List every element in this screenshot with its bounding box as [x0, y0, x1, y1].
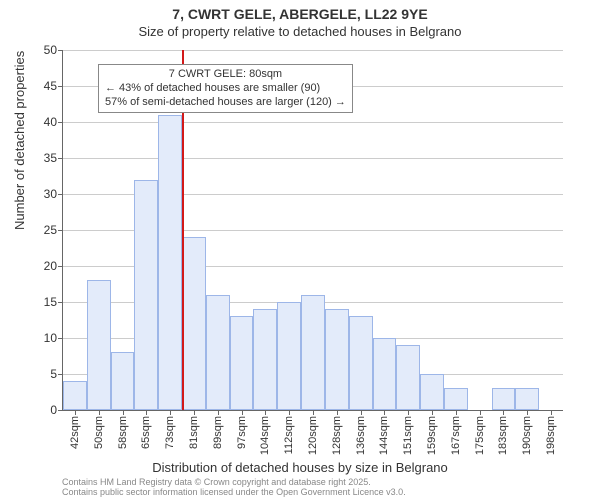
- histogram-bar: [206, 295, 230, 410]
- xtick-mark: [527, 410, 528, 415]
- xtick-label: 159sqm: [426, 416, 438, 455]
- ytick-label: 35: [44, 151, 57, 165]
- xtick-label: 144sqm: [378, 416, 390, 455]
- chart-title-line2: Size of property relative to detached ho…: [0, 24, 600, 39]
- xtick-mark: [337, 410, 338, 415]
- ytick-mark: [58, 410, 63, 411]
- xtick-label: 73sqm: [164, 416, 176, 449]
- plot-area: 7 CWRT GELE: 80sqm ← 43% of detached hou…: [62, 50, 563, 411]
- xtick-mark: [384, 410, 385, 415]
- xtick-mark: [289, 410, 290, 415]
- xtick-label: 167sqm: [450, 416, 462, 455]
- xtick-label: 81sqm: [188, 416, 200, 449]
- histogram-bar: [253, 309, 277, 410]
- ytick-label: 15: [44, 295, 57, 309]
- ytick-label: 20: [44, 259, 57, 273]
- xtick-mark: [432, 410, 433, 415]
- xtick-label: 58sqm: [117, 416, 129, 449]
- histogram-bar: [230, 316, 254, 410]
- x-axis-label: Distribution of detached houses by size …: [0, 460, 600, 475]
- annotation-line3: 57% of semi-detached houses are larger (…: [105, 96, 346, 110]
- xtick-mark: [551, 410, 552, 415]
- xtick-mark: [194, 410, 195, 415]
- ytick-label: 0: [50, 403, 57, 417]
- histogram-bar: [158, 115, 182, 410]
- ytick-label: 30: [44, 187, 57, 201]
- ytick-label: 45: [44, 79, 57, 93]
- xtick-label: 104sqm: [259, 416, 271, 455]
- histogram-bar: [373, 338, 397, 410]
- xtick-mark: [75, 410, 76, 415]
- y-axis-label: Number of detached properties: [12, 51, 27, 230]
- histogram-bar: [111, 352, 135, 410]
- xtick-label: 89sqm: [212, 416, 224, 449]
- ytick-label: 50: [44, 43, 57, 57]
- histogram-bar: [277, 302, 301, 410]
- xtick-label: 128sqm: [331, 416, 343, 455]
- xtick-label: 120sqm: [307, 416, 319, 455]
- ytick-label: 5: [50, 367, 57, 381]
- xtick-label: 136sqm: [355, 416, 367, 455]
- annotation-line2: ← 43% of detached houses are smaller (90…: [105, 82, 346, 96]
- xtick-label: 50sqm: [93, 416, 105, 449]
- chart-title-block: 7, CWRT GELE, ABERGELE, LL22 9YE Size of…: [0, 0, 600, 39]
- xtick-label: 42sqm: [69, 416, 81, 449]
- xtick-mark: [503, 410, 504, 415]
- histogram-chart: 7, CWRT GELE, ABERGELE, LL22 9YE Size of…: [0, 0, 600, 500]
- histogram-bar: [396, 345, 420, 410]
- xtick-mark: [123, 410, 124, 415]
- histogram-bar: [325, 309, 349, 410]
- xtick-label: 97sqm: [236, 416, 248, 449]
- xtick-mark: [408, 410, 409, 415]
- xtick-mark: [313, 410, 314, 415]
- annotation-line1: 7 CWRT GELE: 80sqm: [105, 68, 346, 82]
- xtick-mark: [480, 410, 481, 415]
- histogram-bar: [420, 374, 444, 410]
- xtick-label: 183sqm: [497, 416, 509, 455]
- xtick-mark: [170, 410, 171, 415]
- attribution-block: Contains HM Land Registry data © Crown c…: [62, 478, 406, 498]
- ytick-label: 40: [44, 115, 57, 129]
- xtick-mark: [218, 410, 219, 415]
- annotation-box: 7 CWRT GELE: 80sqm ← 43% of detached hou…: [98, 64, 353, 113]
- attribution-line2: Contains public sector information licen…: [62, 488, 406, 498]
- ytick-label: 10: [44, 331, 57, 345]
- histogram-bar: [444, 388, 468, 410]
- xtick-label: 175sqm: [474, 416, 486, 455]
- histogram-bar: [182, 237, 206, 410]
- xtick-mark: [456, 410, 457, 415]
- xtick-mark: [265, 410, 266, 415]
- xtick-mark: [146, 410, 147, 415]
- xtick-label: 190sqm: [521, 416, 533, 455]
- ytick-label: 25: [44, 223, 57, 237]
- chart-title-line1: 7, CWRT GELE, ABERGELE, LL22 9YE: [0, 6, 600, 22]
- histogram-bar: [301, 295, 325, 410]
- histogram-bar: [87, 280, 111, 410]
- xtick-label: 65sqm: [140, 416, 152, 449]
- histogram-bar: [349, 316, 373, 410]
- xtick-label: 112sqm: [283, 416, 295, 454]
- histogram-bar: [63, 381, 87, 410]
- xtick-mark: [99, 410, 100, 415]
- histogram-bar: [515, 388, 539, 410]
- histogram-bar: [134, 180, 158, 410]
- xtick-label: 198sqm: [545, 416, 557, 455]
- xtick-mark: [242, 410, 243, 415]
- xtick-label: 151sqm: [402, 416, 414, 455]
- xtick-mark: [361, 410, 362, 415]
- histogram-bar: [492, 388, 516, 410]
